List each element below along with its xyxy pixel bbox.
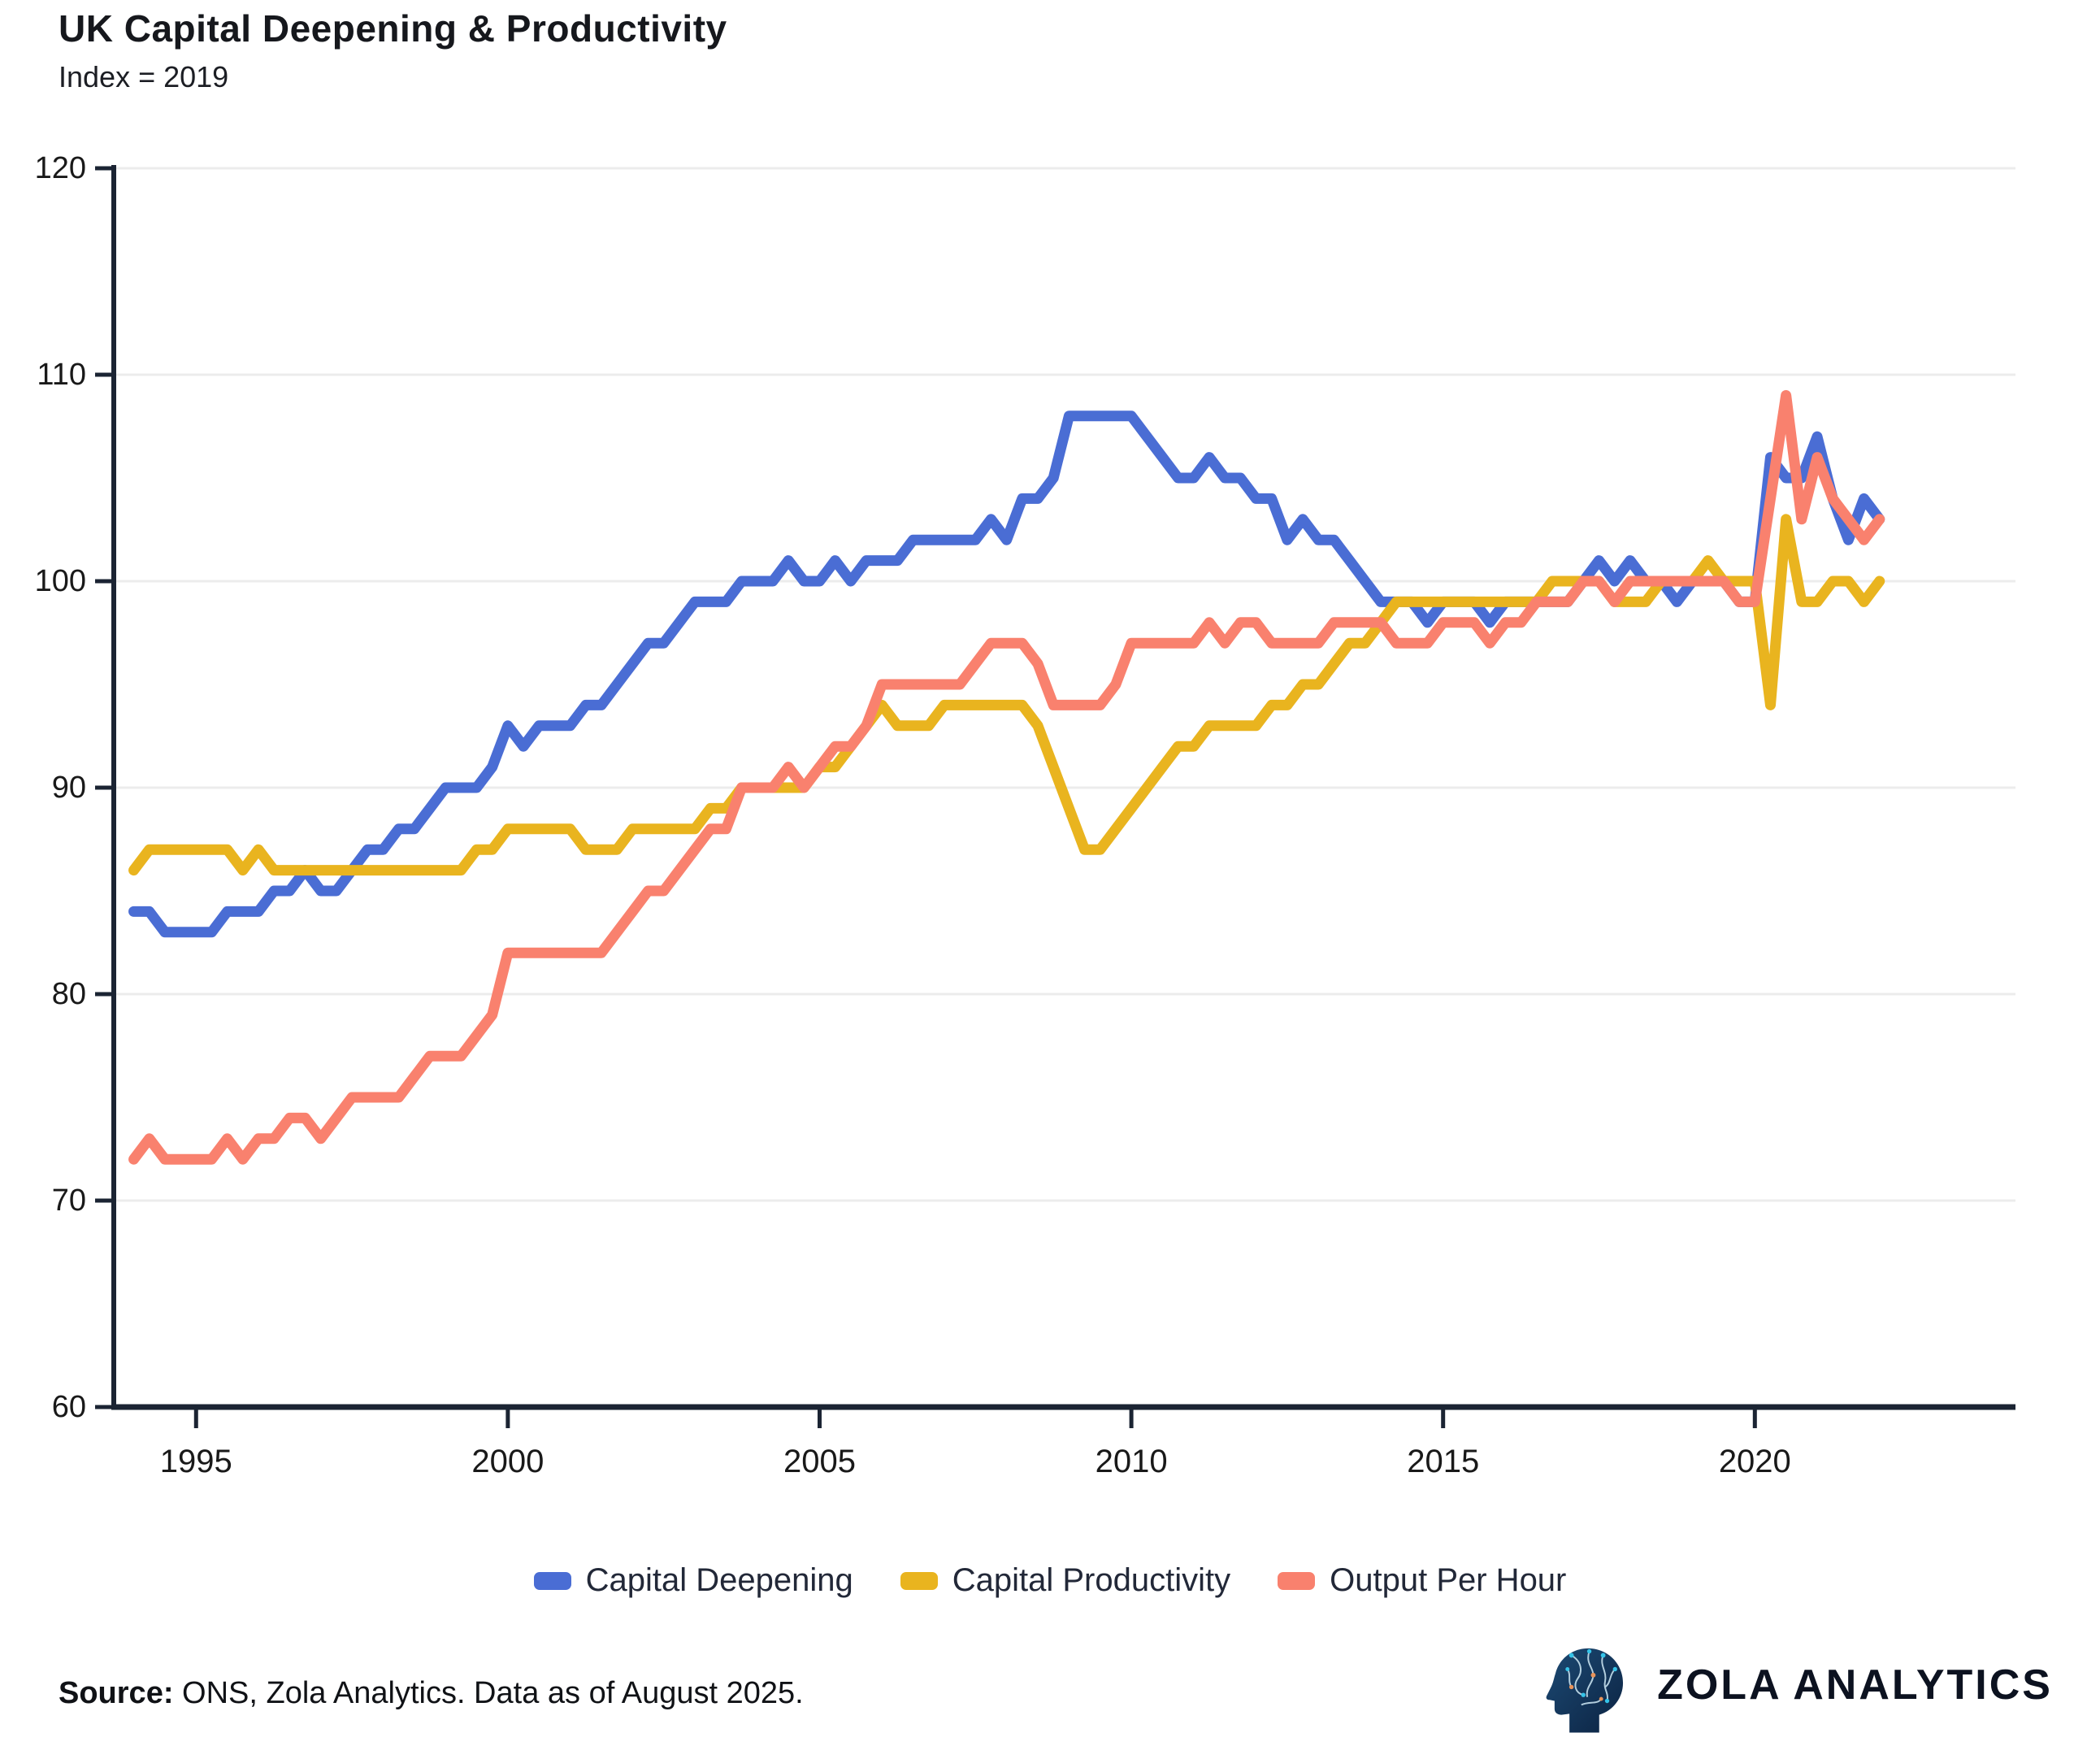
y-tick-label: 70 [52,1184,86,1218]
legend-item: Capital Productivity [900,1562,1230,1599]
y-tick-label: 90 [52,771,86,805]
brand-logo: ZOLA ANALYTICS [1542,1635,2053,1735]
series-capital-deepening [128,410,1885,938]
y-tick-label: 100 [35,564,86,598]
x-tick-label: 2005 [783,1444,856,1479]
brand-name: ZOLA ANALYTICS [1657,1661,2053,1709]
legend-item: Capital Deepening [533,1562,853,1599]
source-label: Source: [59,1676,174,1710]
legend-label: Capital Productivity [952,1562,1231,1598]
legend-swatch [1278,1571,1316,1590]
source-note: Source: ONS, Zola Analytics. Data as of … [59,1676,804,1711]
line-chart: 60 70 80 90 100 110 120 1995 2000 2005 2010 2015 202… [35,151,2015,1479]
y-tick-label: 110 [37,358,86,392]
legend-label: Output Per Hour [1330,1562,1567,1598]
x-tick-label: 1995 [160,1444,232,1479]
x-tick-label: 2015 [1407,1444,1479,1479]
y-tick-label: 80 [52,977,86,1011]
legend-swatch [533,1571,571,1590]
series-output-per-hour [128,389,1885,1165]
page-title: UK Capital Deepening & Productivity [59,7,727,50]
x-tick-label: 2020 [1719,1444,1791,1479]
x-tick-label: 2010 [1096,1444,1168,1479]
legend-item: Output Per Hour [1278,1562,1566,1599]
page-subtitle: Index = 2019 [59,60,229,93]
source-text: ONS, Zola Analytics. Data as of August 2… [182,1676,804,1710]
legend: Capital Deepening Capital Productivity Out… [0,1562,2100,1599]
circuit-brain-head-icon [1546,1648,1624,1733]
legend-label: Capital Deepening [585,1562,853,1598]
y-tick-label: 120 [35,151,86,185]
y-tick-label: 60 [52,1390,86,1424]
x-tick-label: 2000 [471,1444,544,1479]
legend-swatch [900,1571,938,1590]
